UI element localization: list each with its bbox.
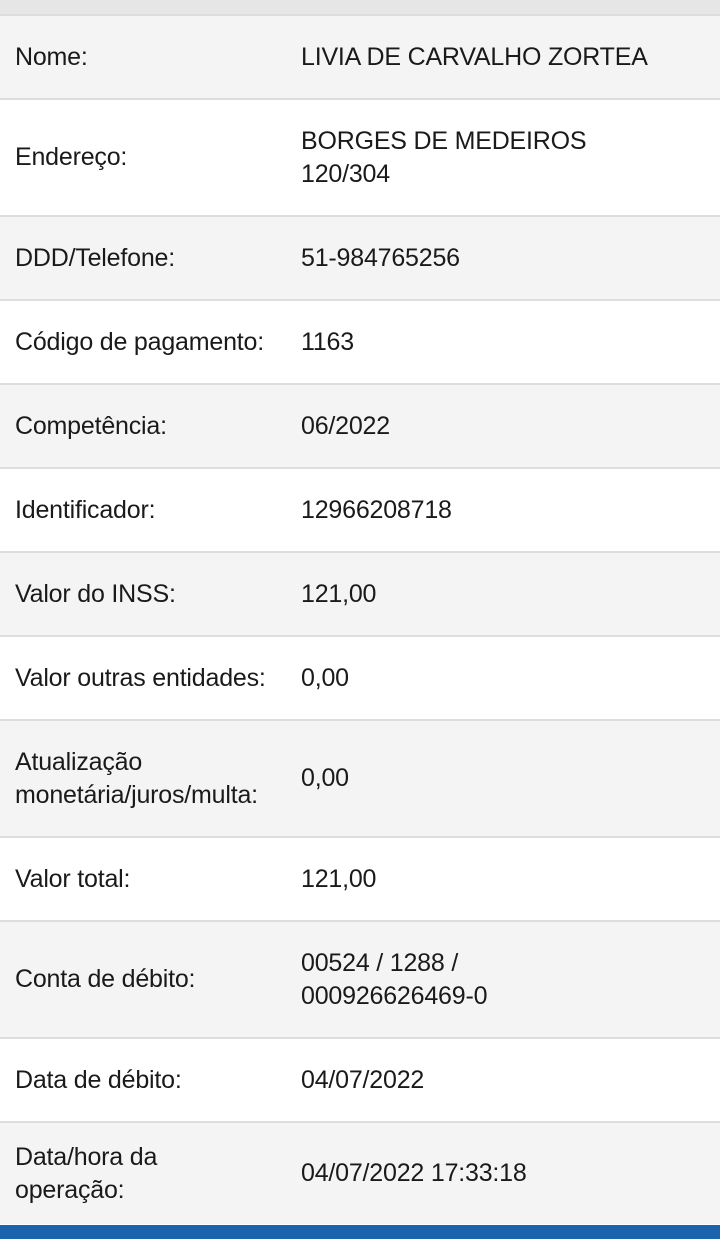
row-label: Código de pagamento:	[15, 327, 264, 356]
row-value: 00524 / 1288 / 000926626469-0	[301, 948, 488, 1010]
row-label: Conta de débito:	[15, 965, 196, 993]
row-label: Data de débito:	[15, 1065, 182, 1094]
row-value: 04/07/2022	[301, 1065, 425, 1094]
bottom-bar	[0, 1225, 720, 1239]
row-label: Atualização monetária/juros/multa:	[15, 747, 258, 809]
row-competencia: Competência: 06/2022	[0, 385, 720, 469]
row-codigo-pagamento: Código de pagamento: 1163	[0, 301, 720, 385]
row-value: 51-984765256	[301, 243, 460, 272]
row-valor-outras-entidades: Valor outras entidades: 0,00	[0, 637, 720, 721]
row-conta-debito: Conta de débito: 00524 / 1288 / 000926626…	[0, 922, 720, 1039]
row-nome: Nome: LIVIA DE CARVALHO ZORTEA	[0, 16, 720, 100]
row-value: 0,00	[301, 764, 349, 792]
row-value: 06/2022	[301, 411, 390, 440]
row-telefone: DDD/Telefone: 51-984765256	[0, 217, 720, 301]
row-value: 1163	[301, 327, 354, 356]
row-value: BORGES DE MEDEIROS 120/304	[301, 126, 587, 188]
row-data-hora-operacao: Data/hora da operação: 04/07/2022 17:33:1…	[0, 1123, 720, 1224]
row-valor-total: Valor total: 121,00	[0, 838, 720, 922]
row-identificador: Identificador: 12966208718	[0, 469, 720, 553]
row-label: Valor total:	[15, 864, 131, 893]
row-value: 04/07/2022 17:33:18	[301, 1159, 527, 1187]
receipt-details-table: Nome: LIVIA DE CARVALHO ZORTEA Endereço: B…	[0, 16, 720, 1224]
row-label: Identificador:	[15, 495, 156, 524]
row-valor-inss: Valor do INSS: 121,00	[0, 553, 720, 637]
row-value: 0,00	[301, 663, 349, 692]
row-value: 121,00	[301, 579, 377, 608]
row-label: Nome:	[15, 42, 88, 71]
top-strip	[0, 0, 720, 16]
row-label: Valor do INSS:	[15, 579, 176, 608]
row-label: Competência:	[15, 411, 167, 440]
row-endereco: Endereço: BORGES DE MEDEIROS 120/304	[0, 100, 720, 217]
row-value: 121,00	[301, 864, 377, 893]
row-atualizacao: Atualização monetária/juros/multa: 0,00	[0, 721, 720, 838]
row-value: 12966208718	[301, 495, 452, 524]
row-value: LIVIA DE CARVALHO ZORTEA	[301, 42, 648, 71]
row-data-debito: Data de débito: 04/07/2022	[0, 1039, 720, 1123]
row-label: Endereço:	[15, 143, 128, 171]
row-label: Valor outras entidades:	[15, 663, 266, 692]
row-label: Data/hora da operação:	[15, 1142, 158, 1204]
row-label: DDD/Telefone:	[15, 243, 175, 272]
